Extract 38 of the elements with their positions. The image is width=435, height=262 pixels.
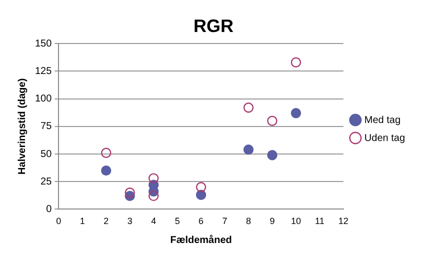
x-tick-label: 8 [246, 216, 252, 226]
point [148, 190, 159, 202]
x-tick-label: 9 [270, 216, 275, 226]
y-tick-label: 100 [34, 94, 52, 105]
point [243, 102, 254, 113]
point [267, 150, 278, 160]
legend-label: Uden tag [364, 132, 406, 144]
x-tick-label: 3 [127, 216, 132, 226]
x-tick-label: 2 [104, 216, 109, 226]
point [267, 116, 278, 126]
point [196, 182, 206, 192]
point [124, 188, 135, 198]
x-tick-label: 10 [290, 216, 301, 226]
x-tick-label: 1 [80, 216, 85, 226]
y-axis-title: Halveringstid (dage) [16, 78, 28, 174]
point [101, 148, 112, 158]
x-tick-label: 11 [315, 216, 324, 226]
y-tick-label: 50 [40, 148, 52, 160]
x-tick-label: 7 [222, 216, 228, 226]
point [196, 190, 206, 200]
chart-title: RGR [194, 16, 234, 36]
x-tick-label: 4 [151, 216, 156, 226]
point [290, 57, 302, 68]
y-tick-label: 0 [46, 204, 52, 215]
legend-label: Med tag [364, 114, 401, 126]
x-axis-title: Fældemåned [170, 234, 232, 246]
x-tick-label: 0 [56, 216, 62, 226]
point [243, 144, 254, 155]
y-tick-label: 125 [34, 66, 52, 77]
y-tick-label: 25 [40, 176, 52, 188]
y-tick-label: 150 [34, 38, 52, 50]
point [101, 165, 112, 176]
point [148, 173, 159, 184]
x-tick-label: 5 [174, 216, 180, 226]
y-tick-label: 75 [40, 121, 52, 132]
point [290, 108, 302, 118]
x-tick-label: 6 [198, 216, 204, 226]
x-tick-label: 12 [338, 216, 348, 226]
